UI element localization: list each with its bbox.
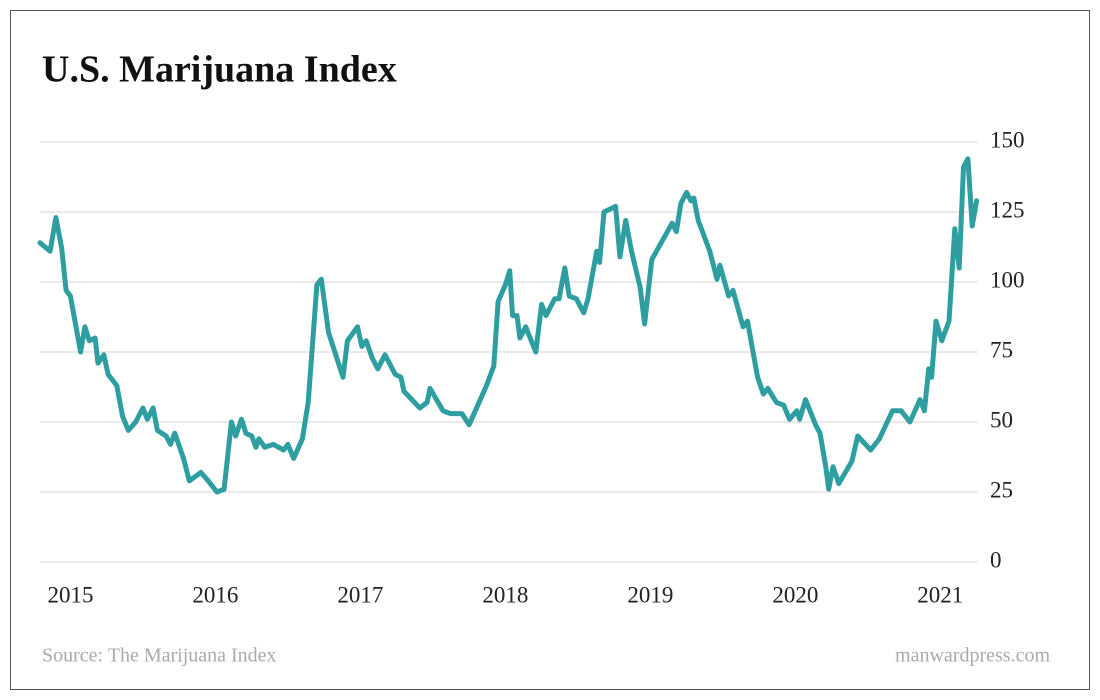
x-tick-label: 2015 — [47, 582, 93, 607]
x-tick-label: 2019 — [627, 582, 673, 607]
y-tick-label: 150 — [990, 127, 1025, 152]
chart-title: U.S. Marijuana Index — [42, 49, 397, 91]
x-tick-label: 2020 — [772, 582, 818, 607]
x-tick-label: 2021 — [917, 582, 963, 607]
y-tick-label: 100 — [990, 267, 1025, 292]
source: Source: The Marijuana Index — [42, 645, 277, 667]
y-tick-label: 0 — [990, 547, 1002, 572]
y-tick-label: 25 — [990, 477, 1013, 502]
data-line — [37, 156, 980, 495]
x-tick-label: 2018 — [482, 582, 528, 607]
y-tick-label: 125 — [990, 197, 1025, 222]
x-tick-label: 2016 — [192, 582, 238, 607]
frame — [10, 10, 1090, 690]
x-tick-label: 2017 — [337, 582, 383, 607]
credit: manwardpress.com — [895, 645, 1050, 667]
y-tick-label: 50 — [990, 407, 1013, 432]
y-tick-label: 75 — [990, 337, 1013, 362]
